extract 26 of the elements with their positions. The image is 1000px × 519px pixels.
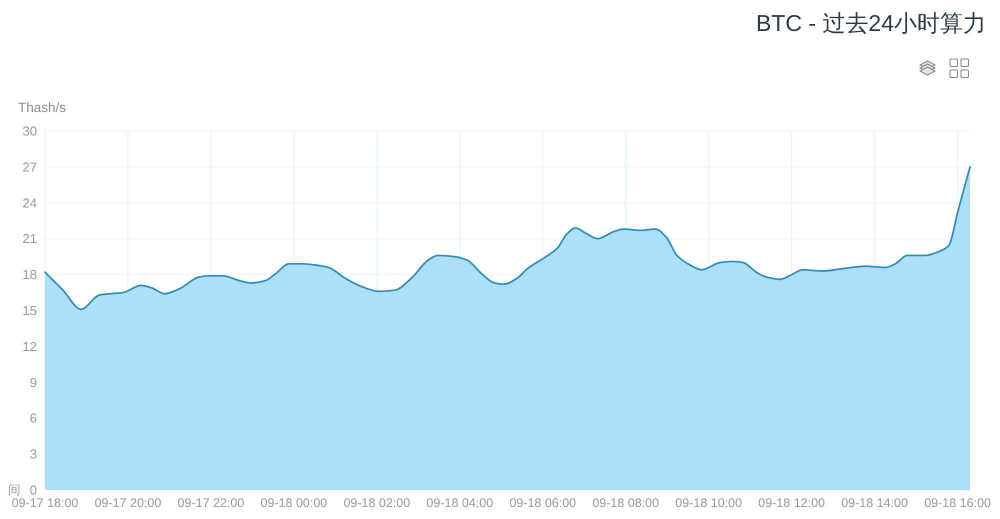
x-axis-title: 间 [8,483,21,497]
y-tick-label: 18 [22,267,37,282]
y-tick-label: 15 [22,303,37,318]
y-tick-label: 12 [22,338,37,354]
x-tick-label: 09-18 08:00 [592,496,660,510]
x-tick-label: 09-18 12:00 [758,496,826,510]
y-tick-label: 21 [22,231,37,246]
y-tick-label: 6 [30,410,37,426]
x-tick-label: 09-17 20:00 [94,496,162,510]
x-tick-label: 09-17 22:00 [178,496,244,510]
y-axis-title: Thash/s [18,100,66,115]
y-tick-label: 24 [22,195,37,210]
x-tick-label: 09-18 04:00 [426,496,494,510]
x-tick-label: 09-18 06:00 [509,496,576,510]
y-tick-label: 3 [30,446,37,462]
chart-title: BTC - 过去24小时算力 [756,10,986,36]
y-tick-label: 30 [22,124,37,138]
x-tick-label: 09-18 14:00 [841,496,908,510]
x-tick-label: 09-17 18:00 [12,496,78,510]
y-tick-label: 27 [22,159,37,174]
y-tick-label: 9 [30,374,37,390]
x-tick-label: 09-18 00:00 [260,496,328,510]
x-tick-label: 09-18 16:00 [924,496,991,510]
y-tick-label: 0 [30,482,37,498]
x-tick-label: 09-18 10:00 [675,496,742,510]
x-tick-label: 09-18 02:00 [343,496,410,510]
